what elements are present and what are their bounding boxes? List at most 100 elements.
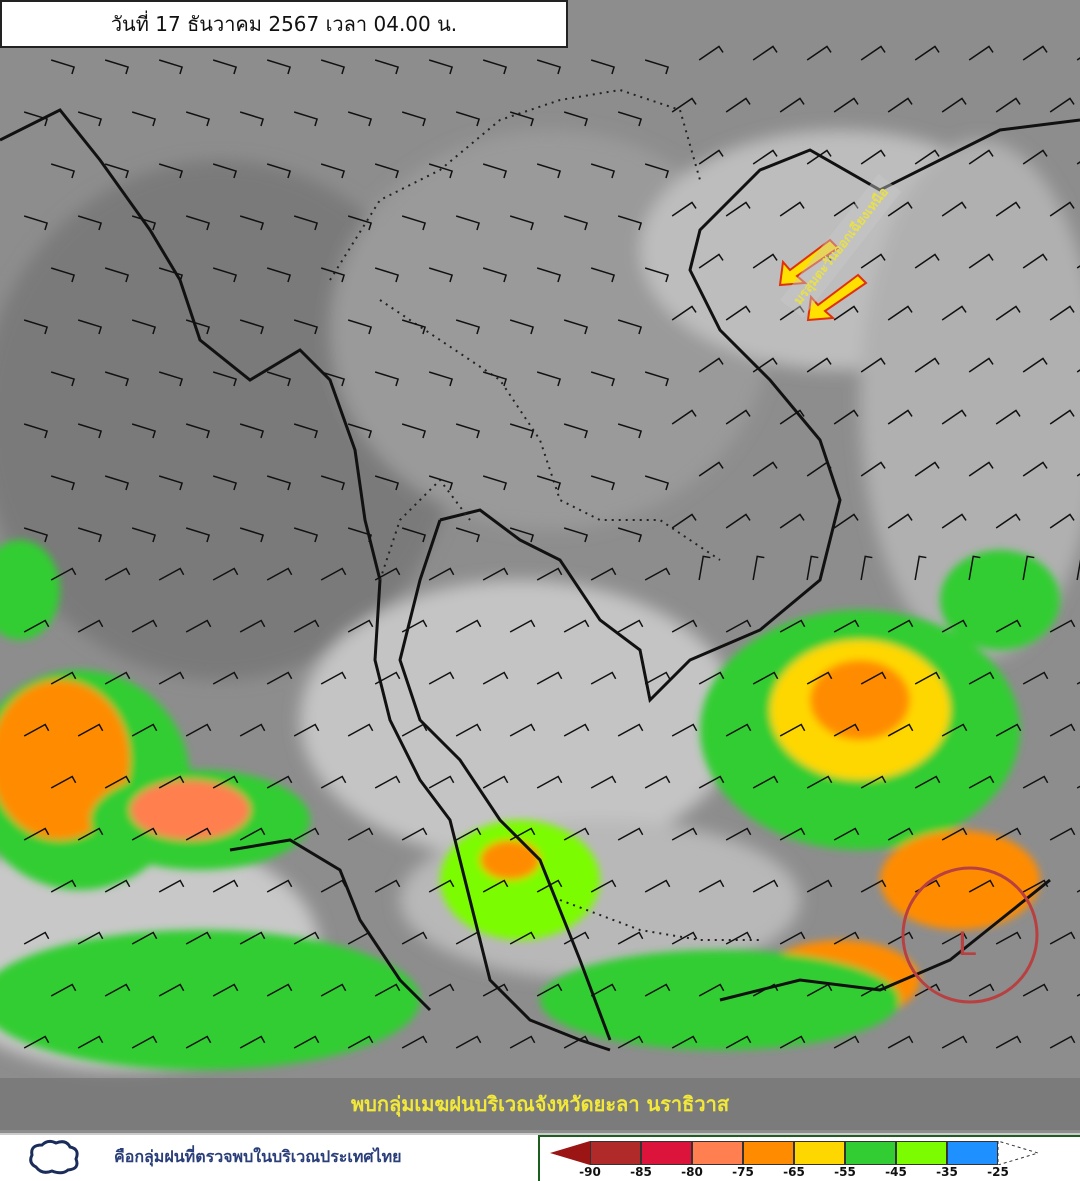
wind-barb bbox=[617, 215, 643, 231]
wind-barb bbox=[347, 931, 374, 945]
wind-barb bbox=[239, 827, 266, 841]
wind-barb bbox=[644, 267, 670, 283]
wind-barb bbox=[995, 97, 1021, 113]
wind-barb bbox=[374, 983, 401, 997]
rain-cluster-outline-icon bbox=[29, 1139, 79, 1175]
wind-barb bbox=[1049, 201, 1075, 217]
wind-barb bbox=[671, 723, 698, 737]
monsoon-arrows bbox=[778, 238, 868, 322]
scale-tick-label: -25 bbox=[987, 1165, 1009, 1179]
wind-barb bbox=[77, 619, 104, 633]
scale-swatch bbox=[641, 1141, 692, 1165]
wind-barb bbox=[1022, 45, 1048, 61]
wind-barb bbox=[887, 827, 914, 841]
scale-tick-label: -55 bbox=[834, 1165, 856, 1179]
scale-tick-label: -85 bbox=[630, 1165, 652, 1179]
wind-barb bbox=[158, 775, 185, 789]
wind-barb bbox=[320, 567, 347, 581]
wind-barb bbox=[509, 619, 536, 633]
wind-barb bbox=[509, 931, 536, 945]
wind-barb bbox=[293, 827, 320, 841]
wind-barb bbox=[185, 619, 212, 633]
wind-barb bbox=[239, 619, 266, 633]
temperature-scale: -90 -85 -80 -75 -65 -55 -45 -35 -25 bbox=[538, 1135, 1080, 1181]
borders bbox=[329, 88, 760, 941]
wind-barb bbox=[77, 931, 104, 945]
wind-barb bbox=[374, 475, 400, 491]
wind-barb bbox=[131, 111, 157, 127]
wind-barb bbox=[563, 723, 590, 737]
wind-barb bbox=[860, 149, 886, 165]
wind-barb bbox=[131, 1035, 158, 1049]
wind-barb bbox=[698, 45, 724, 61]
wind-barb bbox=[725, 201, 751, 217]
wind-barb bbox=[860, 555, 873, 581]
wind-barb bbox=[725, 827, 752, 841]
wind-barb bbox=[104, 59, 130, 75]
wind-barb bbox=[941, 619, 968, 633]
wind-barb bbox=[617, 319, 643, 335]
wind-barb bbox=[293, 1035, 320, 1049]
wind-barb bbox=[617, 827, 644, 841]
wind-barb bbox=[347, 319, 373, 335]
wind-barb bbox=[833, 513, 859, 529]
wind-barb bbox=[239, 527, 265, 543]
wind-barb bbox=[212, 567, 239, 581]
wind-barb bbox=[887, 931, 914, 945]
wind-barb bbox=[320, 267, 346, 283]
wind-barb bbox=[509, 215, 535, 231]
wind-barb bbox=[212, 671, 239, 685]
wind-barb bbox=[374, 163, 400, 179]
wind-barb bbox=[77, 1035, 104, 1049]
wind-barb bbox=[401, 319, 427, 335]
wind-barb bbox=[752, 983, 779, 997]
wind-barb bbox=[347, 1035, 374, 1049]
wind-barb bbox=[455, 423, 481, 439]
scale-right-arrow bbox=[998, 1141, 1038, 1165]
wind-barb bbox=[212, 775, 239, 789]
wind-barb bbox=[320, 671, 347, 685]
wind-barb bbox=[590, 879, 617, 893]
map-title: วันที่ 17 ธันวาคม 2567 เวลา 04.00 น. bbox=[0, 0, 568, 48]
wind-barb bbox=[401, 215, 427, 231]
wind-barb bbox=[455, 111, 481, 127]
wind-barb bbox=[509, 423, 535, 439]
wind-barb bbox=[50, 671, 77, 685]
wind-barb bbox=[779, 513, 805, 529]
wind-barb bbox=[104, 671, 131, 685]
wind-barb bbox=[698, 775, 725, 789]
wind-barb bbox=[77, 111, 103, 127]
wind-barb bbox=[347, 527, 373, 543]
wind-barb bbox=[860, 357, 886, 373]
wind-barbs bbox=[23, 45, 1080, 1049]
wind-barb bbox=[725, 1035, 752, 1049]
wind-barb bbox=[779, 1035, 806, 1049]
scale-tick-label: -75 bbox=[732, 1165, 754, 1179]
wind-barb bbox=[563, 827, 590, 841]
wind-barb bbox=[968, 461, 994, 477]
wind-barb bbox=[1022, 461, 1048, 477]
wind-barb bbox=[401, 619, 428, 633]
wind-barb bbox=[725, 305, 751, 321]
wind-barb bbox=[563, 423, 589, 439]
satellite-map: L bbox=[0, 0, 1080, 1133]
scale-swatch bbox=[743, 1141, 794, 1165]
wind-barb bbox=[833, 305, 859, 321]
wind-barb bbox=[563, 527, 589, 543]
wind-barb bbox=[77, 527, 103, 543]
wind-barb bbox=[860, 461, 886, 477]
wind-barb bbox=[671, 201, 697, 217]
wind-barb bbox=[698, 983, 725, 997]
wind-barb bbox=[752, 555, 765, 581]
wind-barb bbox=[482, 879, 509, 893]
wind-barb bbox=[671, 409, 697, 425]
wind-barb bbox=[374, 267, 400, 283]
wind-barb bbox=[941, 513, 967, 529]
wind-barb bbox=[617, 527, 643, 543]
wind-barb bbox=[347, 619, 374, 633]
wind-barb bbox=[995, 305, 1021, 321]
wind-barb bbox=[50, 267, 76, 283]
wind-barb bbox=[644, 671, 671, 685]
wind-barb bbox=[995, 619, 1022, 633]
scale-swatch bbox=[692, 1141, 743, 1165]
